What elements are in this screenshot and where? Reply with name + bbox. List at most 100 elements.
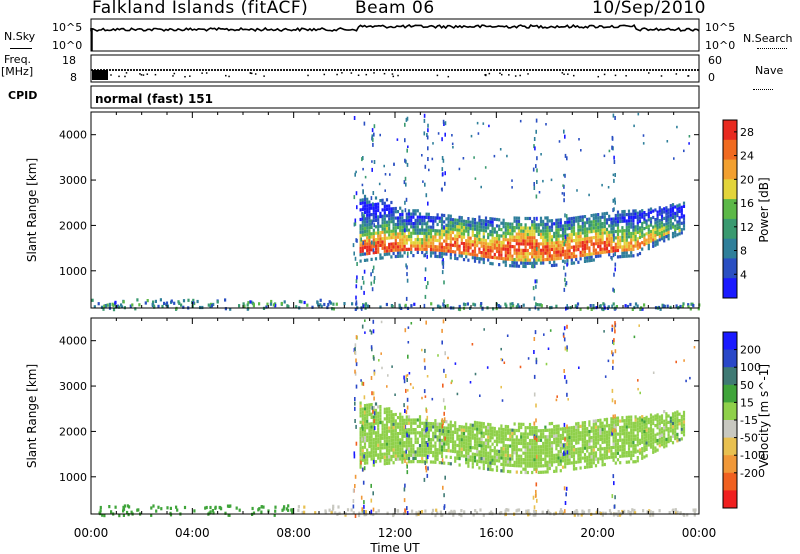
freq-label: Freq. [4, 53, 32, 66]
echo-cell [500, 434, 503, 438]
echo-cell [627, 225, 631, 229]
echo-cell [528, 422, 532, 427]
streak-cell [535, 489, 537, 494]
streak-cell [373, 419, 375, 424]
echo-cell [605, 433, 609, 437]
echo-cell [603, 231, 606, 235]
echo-cell [377, 224, 380, 229]
echo-cell [623, 425, 626, 429]
echo-cell [407, 440, 411, 445]
echo-cell [443, 239, 446, 243]
echo-cell [623, 254, 626, 258]
echo-cell [495, 237, 499, 241]
echo-cell [632, 231, 635, 235]
echo-cell [515, 435, 518, 439]
echo-cell [517, 239, 521, 243]
echo-cell [603, 430, 606, 435]
echo-cell [559, 449, 562, 454]
echo-cell [539, 429, 543, 433]
echo-cell [539, 219, 543, 224]
echo-cell [445, 448, 448, 453]
echo-cell [509, 438, 512, 442]
echo-cell [568, 429, 571, 433]
echo-cell [634, 225, 637, 229]
echo-cell [601, 247, 604, 251]
echo-cell [597, 460, 600, 464]
echo-cell [682, 414, 686, 418]
echo-cell [482, 244, 485, 249]
echo-cell [647, 430, 650, 434]
echo-cell [484, 432, 488, 436]
streak-cell [403, 403, 405, 408]
echo-cell [528, 258, 532, 262]
streak-cell [370, 345, 373, 350]
echo-cell [440, 216, 444, 220]
streak-cell [370, 330, 373, 335]
echo-cell [656, 416, 659, 420]
streak-cell [444, 405, 446, 410]
ground-scatter-cell [127, 513, 130, 517]
power-cbar-tick-label-5: 24 [740, 150, 754, 163]
echo-cell [531, 429, 534, 433]
streak-cell [613, 504, 616, 509]
echo-cell [401, 434, 404, 439]
echo-cell [449, 227, 452, 231]
echo-cell [366, 216, 369, 221]
freq-dot [139, 73, 141, 75]
ground-scatter-cell [303, 300, 306, 305]
echo-cell [610, 236, 613, 240]
echo-cell [473, 259, 477, 263]
ground-scatter-cell [424, 509, 427, 513]
echo-cell [630, 219, 633, 223]
streak-cell [563, 486, 566, 491]
streak-cell [613, 207, 615, 212]
echo-cell [555, 253, 558, 258]
streak-cell [443, 417, 446, 422]
echo-cell [612, 227, 615, 231]
echo-cell [491, 433, 494, 437]
echo-cell [537, 226, 540, 230]
echo-cell [586, 455, 589, 459]
echo-cell [471, 455, 474, 459]
echo-cell [647, 440, 650, 444]
speckle-cell [637, 112, 640, 116]
echo-cell [368, 438, 371, 442]
echo-cell [588, 423, 591, 427]
echo-cell [487, 255, 490, 259]
echo-cell [449, 430, 452, 434]
echo-cell [473, 218, 477, 222]
echo-cell [636, 436, 639, 440]
streak-cell [406, 378, 408, 382]
echo-cell [524, 232, 527, 237]
speckle-cell [410, 322, 413, 325]
echo-cell [636, 224, 639, 228]
echo-cell [458, 463, 461, 467]
streak-cell [614, 495, 616, 500]
echo-cell [427, 447, 430, 451]
echo-cell [476, 228, 479, 232]
echo-cell [579, 447, 582, 451]
echo-cell [392, 226, 395, 230]
cpid-panel: normal (fast) 151 [90, 85, 700, 109]
echo-cell [663, 422, 666, 426]
echo-cell [489, 245, 492, 250]
echo-cell [427, 421, 430, 426]
echo-cell [546, 216, 549, 220]
echo-cell [432, 238, 435, 242]
echo-cell [625, 219, 628, 223]
echo-cell [542, 223, 545, 227]
streak-cell [363, 410, 366, 415]
echo-cell [610, 224, 613, 228]
echo-cell [627, 422, 631, 426]
echo-cell [511, 444, 514, 448]
echo-cell [392, 419, 395, 423]
echo-cell [634, 231, 637, 235]
echo-cell [568, 239, 571, 243]
echo-cell [478, 218, 481, 222]
echo-cell [383, 455, 386, 459]
echo-cell [623, 229, 626, 233]
echo-cell [401, 212, 404, 217]
ground-scatter-cell [589, 304, 592, 308]
echo-cell [636, 440, 639, 444]
